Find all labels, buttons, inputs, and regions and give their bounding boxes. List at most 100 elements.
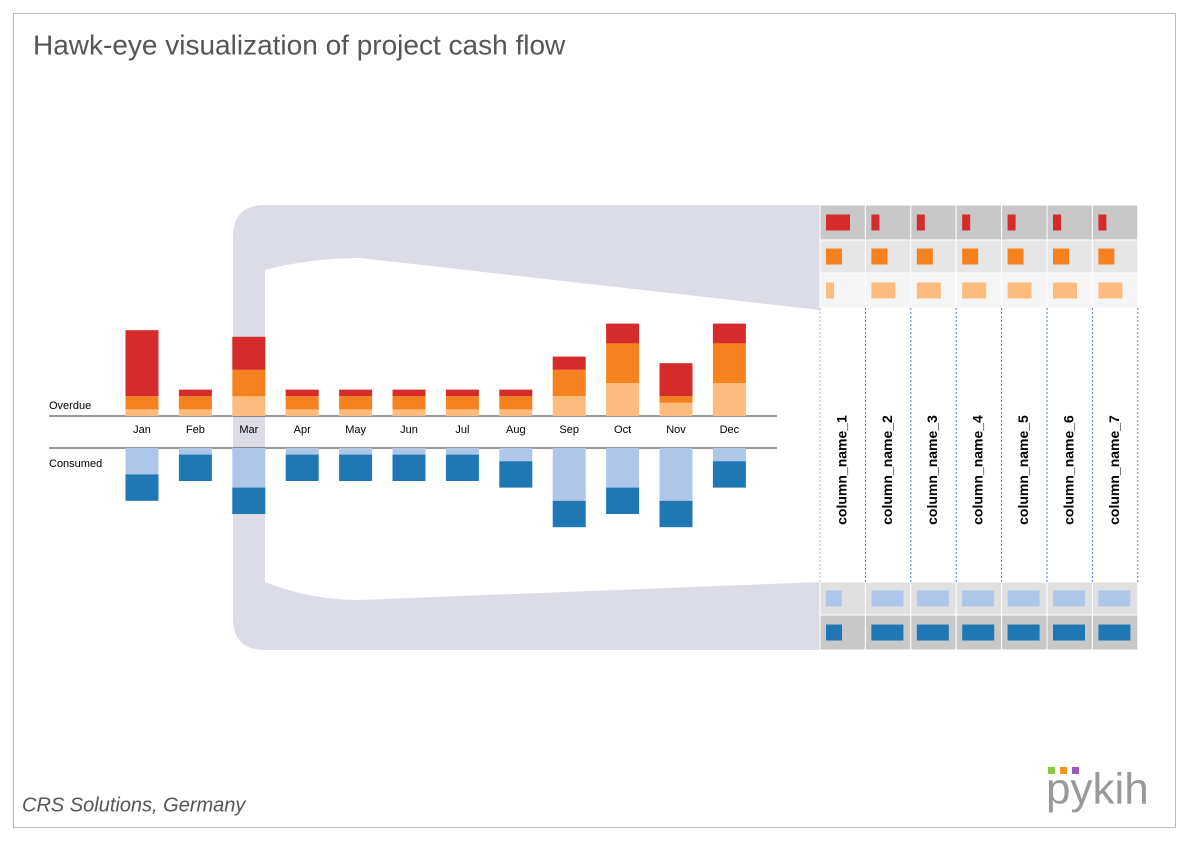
month-label: Aug bbox=[506, 424, 526, 436]
consumed-bar bbox=[232, 487, 266, 514]
matrix-bar bbox=[1098, 590, 1131, 607]
consumed-label: Consumed bbox=[49, 458, 102, 470]
month-label: Jan bbox=[133, 424, 151, 436]
month-label: Jul bbox=[455, 424, 469, 436]
logo-dot bbox=[1072, 767, 1079, 774]
matrix-bar bbox=[826, 590, 842, 607]
matrix-bar bbox=[1098, 282, 1123, 299]
matrix-bar bbox=[871, 282, 896, 299]
matrix-bar bbox=[871, 590, 904, 607]
matrix-bar bbox=[916, 590, 949, 607]
logo-dot bbox=[1048, 767, 1055, 774]
consumed-bar bbox=[552, 448, 586, 501]
matrix-bar bbox=[826, 214, 850, 231]
column-name: column_name_2 bbox=[879, 415, 895, 525]
title: Hawk-eye visualization of project cash f… bbox=[33, 29, 566, 60]
matrix-body bbox=[820, 308, 1138, 582]
month-label: Feb bbox=[186, 424, 205, 436]
consumed-bar bbox=[552, 500, 586, 528]
matrix-bar bbox=[1053, 282, 1077, 299]
matrix-bar bbox=[826, 624, 842, 641]
overdue-bar bbox=[606, 323, 640, 344]
overdue-bar bbox=[232, 336, 266, 370]
matrix-bar bbox=[1053, 590, 1085, 607]
overdue-bar bbox=[659, 363, 693, 397]
consumed-bar bbox=[445, 448, 479, 455]
overdue-bar bbox=[445, 409, 479, 416]
overdue-bar bbox=[339, 409, 373, 416]
matrix-bar bbox=[916, 214, 925, 231]
consumed-bar bbox=[606, 448, 640, 488]
matrix-bar bbox=[1007, 248, 1024, 265]
overdue-bar bbox=[499, 389, 533, 397]
overdue-bar bbox=[499, 396, 533, 410]
overdue-bar bbox=[552, 356, 586, 370]
overdue-bar bbox=[125, 409, 159, 416]
logo-dot bbox=[1060, 767, 1067, 774]
overdue-bar bbox=[392, 389, 426, 397]
overdue-bar bbox=[232, 396, 266, 416]
matrix-bar bbox=[962, 590, 995, 607]
consumed-bar bbox=[499, 448, 533, 462]
overdue-bar bbox=[392, 409, 426, 416]
month-label: Mar bbox=[239, 424, 258, 436]
column-name: column_name_4 bbox=[970, 415, 986, 525]
matrix-bar bbox=[826, 248, 842, 265]
column-name: column_name_3 bbox=[924, 415, 940, 525]
matrix-bar bbox=[1053, 248, 1069, 265]
overdue-label: Overdue bbox=[49, 400, 91, 412]
overdue-bar bbox=[606, 343, 640, 383]
overdue-bar bbox=[659, 396, 693, 403]
month-label: Dec bbox=[720, 424, 740, 436]
matrix-bar bbox=[962, 282, 987, 299]
column-name: column_name_5 bbox=[1015, 415, 1031, 525]
matrix-bar bbox=[1098, 624, 1131, 641]
matrix-bar bbox=[962, 214, 971, 231]
overdue-bar bbox=[125, 330, 159, 397]
matrix-bar bbox=[871, 624, 904, 641]
footer-text: CRS Solutions, Germany bbox=[22, 794, 246, 816]
matrix-bar bbox=[916, 624, 949, 641]
matrix-bar bbox=[962, 624, 995, 641]
month-label: Jun bbox=[400, 424, 418, 436]
overdue-bar bbox=[712, 323, 746, 344]
consumed-bar bbox=[659, 500, 693, 528]
month-label: Oct bbox=[614, 424, 631, 436]
overdue-bar bbox=[339, 389, 373, 397]
overdue-bar bbox=[285, 389, 319, 397]
matrix-bar bbox=[916, 282, 941, 299]
matrix-bar bbox=[871, 248, 888, 265]
overdue-bar bbox=[445, 396, 479, 410]
consumed-bar bbox=[392, 448, 426, 455]
overdue-bar bbox=[392, 396, 426, 410]
overdue-bar bbox=[339, 396, 373, 410]
consumed-bar bbox=[445, 454, 479, 481]
consumed-bar bbox=[339, 454, 373, 481]
month-label: Sep bbox=[559, 424, 579, 436]
consumed-bar bbox=[125, 448, 159, 475]
column-name: column_name_6 bbox=[1060, 415, 1076, 525]
consumed-bar bbox=[339, 448, 373, 455]
consumed-bar bbox=[659, 448, 693, 501]
overdue-bar bbox=[552, 369, 586, 397]
overdue-bar bbox=[178, 389, 212, 397]
consumed-bar bbox=[712, 448, 746, 462]
matrix-cell bbox=[864, 239, 912, 274]
consumed-bar bbox=[178, 454, 212, 481]
overdue-bar bbox=[178, 396, 212, 410]
matrix-bar bbox=[1007, 282, 1032, 299]
column-name: column_name_7 bbox=[1106, 415, 1122, 525]
month-label: May bbox=[345, 424, 366, 436]
consumed-bar bbox=[285, 454, 319, 481]
month-label: Nov bbox=[666, 424, 686, 436]
matrix-bar bbox=[1007, 590, 1040, 607]
matrix-bar bbox=[1098, 248, 1115, 265]
month-label: Apr bbox=[294, 424, 311, 436]
consumed-bar bbox=[499, 461, 533, 488]
overdue-bar bbox=[125, 396, 159, 410]
consumed-bar bbox=[392, 454, 426, 481]
overdue-bar bbox=[712, 343, 746, 383]
matrix-bar bbox=[826, 282, 834, 299]
consumed-bar bbox=[606, 487, 640, 514]
